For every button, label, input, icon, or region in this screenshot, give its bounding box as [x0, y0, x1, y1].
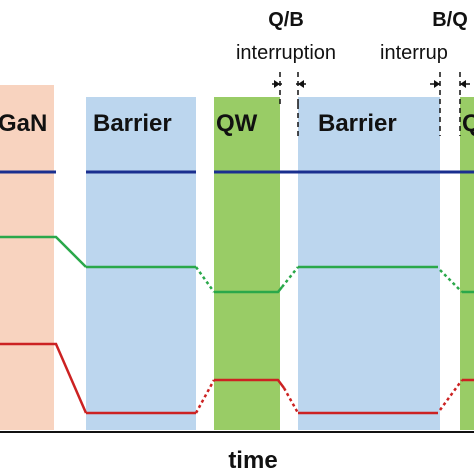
- red-line-gan: [0, 342, 88, 414]
- bq-arrow-head-left: [434, 80, 440, 88]
- region-label-qw-2: Q: [462, 110, 474, 137]
- time-axis-label: time: [228, 447, 277, 474]
- qb-arrow-head-right: [298, 80, 304, 88]
- region-label-gan: GaN: [0, 110, 47, 137]
- region-label-barrier-1: Barrier: [93, 110, 172, 137]
- green-line-qw-1: [214, 286, 283, 294]
- qb-interruption-label-line1: Q/B: [268, 9, 304, 31]
- green-line-transition-1: [194, 266, 216, 293]
- gan-region: [0, 85, 54, 430]
- red-line-transition-1: [194, 379, 216, 414]
- green-line-gan: [0, 235, 87, 268]
- red-line-transition-2: [282, 387, 300, 414]
- region-label-qw-1: QW: [216, 110, 258, 137]
- qw-region-1: [214, 97, 280, 430]
- qb-interruption-label-line2: interruption: [236, 42, 336, 64]
- qb-arrow-head-left: [274, 80, 280, 88]
- barrier-region-1: [86, 97, 196, 430]
- green-line-transition-2: [281, 266, 299, 288]
- region-label-barrier-2: Barrier: [318, 110, 397, 137]
- bq-interruption-label-line1: B/Q: [432, 9, 468, 31]
- red-line-qw-1: [214, 378, 285, 389]
- barrier-region-2: [298, 97, 440, 430]
- qw-region-2: [460, 97, 474, 430]
- bq-arrow-head-right: [460, 80, 466, 88]
- bq-interruption-label-line2: interrup: [380, 42, 448, 64]
- red-line-transition-3: [438, 379, 464, 411]
- green-line-transition-3: [439, 269, 463, 293]
